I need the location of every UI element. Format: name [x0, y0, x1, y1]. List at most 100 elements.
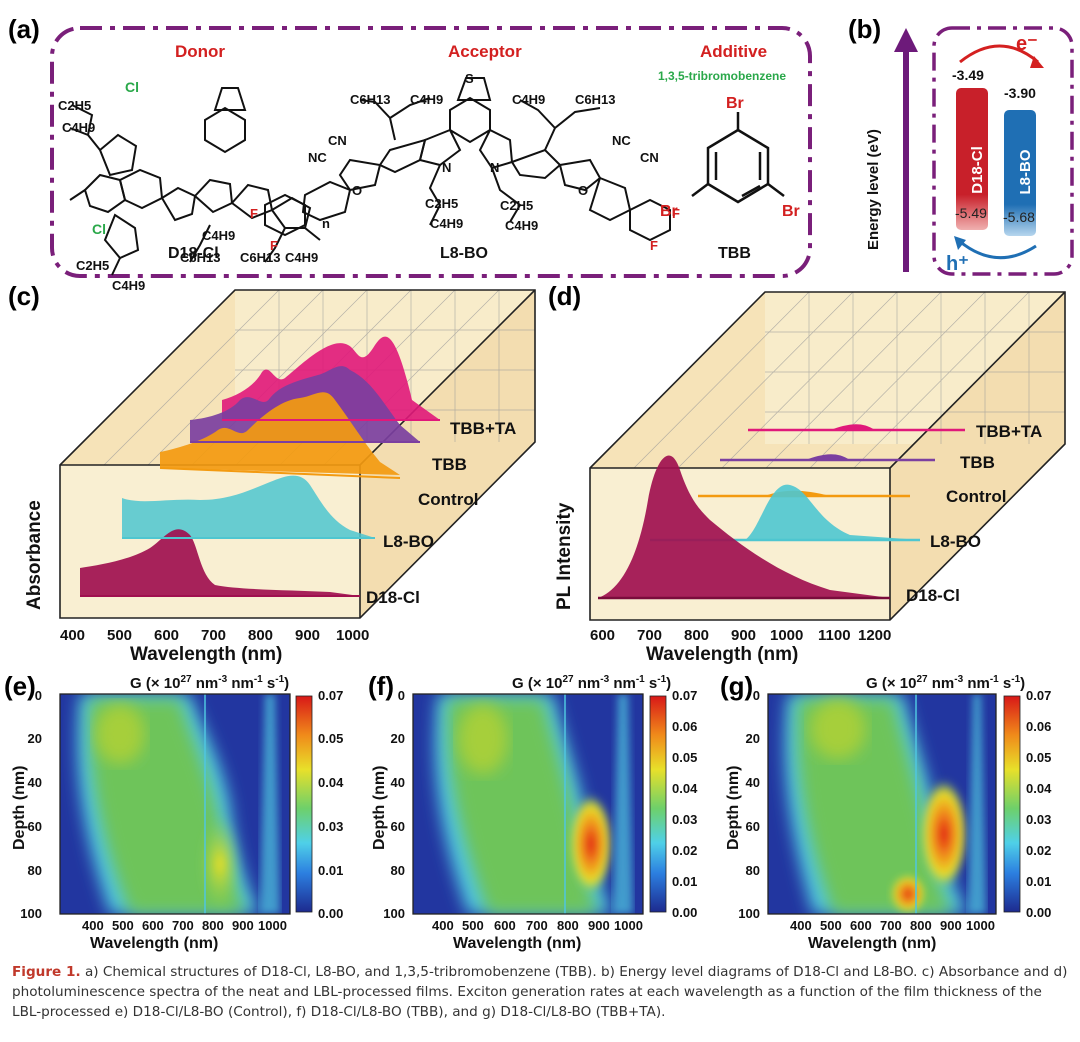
- svg-text:700: 700: [880, 918, 902, 933]
- additive-structure: [691, 112, 785, 204]
- pl-spectra: [598, 424, 965, 600]
- svg-text:NC: NC: [612, 133, 631, 148]
- svg-text:0: 0: [398, 688, 405, 703]
- acceptor-atoms: C6H13 C4H9 C4H9 C6H13 S N N C2H5 C4H9 C2…: [250, 71, 680, 253]
- svg-text:S: S: [465, 71, 474, 86]
- svg-text:1000: 1000: [966, 918, 995, 933]
- svg-text:0.03: 0.03: [1026, 812, 1051, 827]
- panel-a-border: [50, 26, 812, 278]
- panel-label-d: (d): [548, 281, 581, 311]
- svg-text:0.04: 0.04: [672, 781, 698, 796]
- br-right: Br: [782, 203, 800, 220]
- svg-text:Control: Control: [418, 490, 478, 509]
- panel-c-x-ticks: 400 500 600 700 800 900 1000: [60, 627, 369, 644]
- svg-text:0.06: 0.06: [672, 719, 697, 734]
- svg-text:800: 800: [684, 627, 709, 644]
- acceptor-homo: -5.68: [1003, 209, 1035, 225]
- panel-label-b: (b): [848, 14, 881, 44]
- svg-text:Wavelength (nm): Wavelength (nm): [453, 935, 581, 952]
- hole-arrow: [957, 238, 1037, 260]
- absorbance-spectra: [80, 336, 440, 597]
- panel-d-y-label: PL Intensity: [554, 502, 575, 610]
- svg-text:C4H9: C4H9: [62, 120, 95, 135]
- svg-text:0: 0: [35, 688, 42, 703]
- svg-text:80: 80: [746, 863, 760, 878]
- svg-text:0.00: 0.00: [1026, 905, 1051, 920]
- svg-text:80: 80: [391, 863, 405, 878]
- svg-text:Depth (nm): Depth (nm): [371, 766, 388, 850]
- svg-text:100: 100: [738, 906, 760, 921]
- svg-text:100: 100: [20, 906, 42, 921]
- acceptor-role: Acceptor: [448, 42, 522, 61]
- svg-text:400: 400: [60, 627, 85, 644]
- svg-text:C4H9: C4H9: [505, 218, 538, 233]
- acceptor-structure: [264, 77, 671, 242]
- svg-text:0.07: 0.07: [672, 688, 697, 703]
- svg-text:900: 900: [588, 918, 610, 933]
- svg-text:(e): (e): [4, 671, 36, 701]
- acceptor-lumo: -3.90: [1004, 85, 1036, 101]
- svg-text:60: 60: [746, 819, 760, 834]
- svg-text:D18-Cl: D18-Cl: [366, 588, 420, 607]
- svg-text:D18-Cl: D18-Cl: [906, 586, 960, 605]
- svg-text:(f): (f): [368, 671, 394, 701]
- svg-text:0.06: 0.06: [1026, 719, 1051, 734]
- heatmap-e: (e) G (× 1027 nm-3 nm-1 s-1): [4, 671, 313, 915]
- svg-text:Depth (nm): Depth (nm): [11, 766, 28, 850]
- electron-arrow: [959, 44, 1039, 64]
- panel-d-legend: TBB+TA TBB Control L8-BO D18-Cl: [906, 422, 1042, 605]
- additive-role: Additive: [700, 42, 767, 61]
- svg-text:0.05: 0.05: [318, 731, 343, 746]
- svg-text:C6H13: C6H13: [180, 250, 220, 265]
- additive-name: TBB: [718, 245, 751, 262]
- svg-text:0.01: 0.01: [672, 874, 697, 889]
- svg-text:(g): (g): [720, 671, 753, 701]
- svg-text:40: 40: [746, 775, 760, 790]
- svg-text:F: F: [270, 238, 278, 253]
- svg-text:0.02: 0.02: [1026, 843, 1051, 858]
- svg-text:C4H9: C4H9: [202, 228, 235, 243]
- svg-text:Cl: Cl: [125, 79, 139, 95]
- svg-text:C2H5: C2H5: [425, 196, 458, 211]
- donor-atoms: C2H5 C4H9 Cl Cl C2H5 C4H9 C6H13 C4H9 C6H…: [58, 79, 330, 293]
- svg-text:CN: CN: [328, 133, 347, 148]
- svg-text:0.04: 0.04: [318, 775, 344, 790]
- svg-text:0.01: 0.01: [1026, 874, 1051, 889]
- svg-text:L8-BO: L8-BO: [930, 532, 981, 551]
- svg-text:80: 80: [28, 863, 42, 878]
- panel-c-x-label: Wavelength (nm): [130, 644, 282, 665]
- svg-text:800: 800: [557, 918, 579, 933]
- svg-text:Depth (nm): Depth (nm): [725, 766, 742, 850]
- svg-text:TBB: TBB: [432, 455, 467, 474]
- svg-text:NC: NC: [308, 150, 327, 165]
- svg-text:0.05: 0.05: [1026, 750, 1051, 765]
- figure-caption: Figure 1. a) Chemical structures of D18-…: [12, 962, 1070, 1022]
- svg-text:60: 60: [391, 819, 405, 834]
- svg-text:Wavelength (nm): Wavelength (nm): [90, 935, 218, 952]
- svg-text:TBB+TA: TBB+TA: [976, 422, 1042, 441]
- svg-text:C2H5: C2H5: [500, 198, 533, 213]
- svg-text:0.03: 0.03: [672, 812, 697, 827]
- svg-text:C6H13: C6H13: [350, 92, 390, 107]
- svg-text:400: 400: [432, 918, 454, 933]
- svg-text:20: 20: [746, 731, 760, 746]
- svg-text:1000: 1000: [614, 918, 643, 933]
- svg-text:800: 800: [910, 918, 932, 933]
- svg-text:G (× 1027 nm-3 nm-1 s-1): G (× 1027 nm-3 nm-1 s-1): [866, 674, 1025, 692]
- svg-text:G (× 1027 nm-3 nm-1 s-1): G (× 1027 nm-3 nm-1 s-1): [130, 674, 289, 692]
- svg-text:0.02: 0.02: [672, 843, 697, 858]
- svg-text:40: 40: [391, 775, 405, 790]
- panel-label-a: (a): [8, 14, 40, 44]
- donor-role: Donor: [175, 42, 225, 61]
- additive-full-name: 1,3,5-tribromobenzene: [658, 69, 786, 83]
- electron-label: e⁻: [1016, 33, 1038, 55]
- svg-text:Control: Control: [946, 487, 1006, 506]
- svg-text:400: 400: [82, 918, 104, 933]
- svg-text:n: n: [322, 216, 330, 231]
- svg-text:0.07: 0.07: [1026, 688, 1051, 703]
- svg-text:800: 800: [202, 918, 224, 933]
- svg-text:900: 900: [731, 627, 756, 644]
- heatmap-g-axes: 0 20 40 60 80 100 400 500 600 700 800 90…: [725, 688, 1052, 952]
- svg-text:100: 100: [383, 906, 405, 921]
- svg-text:60: 60: [28, 819, 42, 834]
